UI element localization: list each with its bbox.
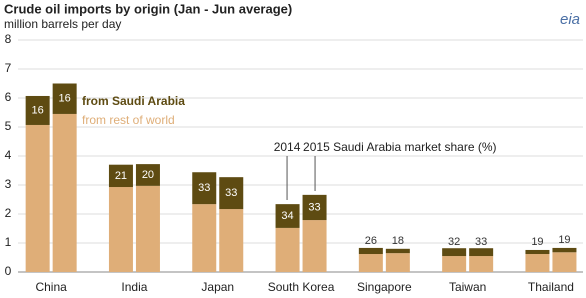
- x-tick-label: Japan: [201, 280, 234, 294]
- y-tick-label: 8: [5, 32, 12, 46]
- bar-segment: [358, 247, 383, 255]
- bar-segment: [525, 254, 550, 272]
- x-tick-label: China: [35, 280, 67, 294]
- legend-entry: from rest of world: [82, 113, 175, 127]
- bar-segment: [52, 83, 77, 114]
- bar-segment: [192, 204, 217, 272]
- bar-segment: [192, 172, 217, 205]
- annotation: 2015 Saudi Arabia market share (%): [303, 140, 496, 154]
- x-tick-label: Thailand: [528, 280, 574, 294]
- y-tick-label: 7: [5, 61, 12, 75]
- y-tick-label: 0: [5, 264, 12, 278]
- y-tick-label: 5: [5, 119, 12, 133]
- bar-segment: [219, 209, 244, 272]
- share-label: 33: [198, 182, 210, 194]
- share-label: 19: [558, 234, 570, 246]
- chart-subtitle: million barrels per day: [4, 17, 121, 31]
- bar-segment: [25, 95, 50, 125]
- bar-segment: [469, 248, 494, 257]
- bar-segment: [108, 164, 133, 188]
- bar-segment: [302, 194, 327, 221]
- logo: eia: [560, 11, 580, 28]
- x-tick-label: India: [121, 280, 147, 294]
- share-label: 32: [448, 236, 460, 248]
- x-tick-label: South Korea: [268, 280, 335, 294]
- share-label: 26: [365, 235, 377, 247]
- legend-entry: from Saudi Arabia: [82, 94, 185, 108]
- share-label: 34: [281, 210, 293, 222]
- bar-segment: [385, 248, 410, 254]
- bar-segment: [442, 248, 467, 257]
- bar-segment: [552, 252, 577, 272]
- share-label: 16: [59, 93, 71, 105]
- bar-segment: [135, 185, 160, 272]
- bar-segment: [302, 220, 327, 272]
- annotation: 2014: [274, 140, 301, 154]
- x-tick-label: Taiwan: [449, 280, 486, 294]
- share-label: 19: [531, 236, 543, 248]
- bar-segment: [219, 177, 244, 210]
- bar-segment: [25, 124, 50, 272]
- y-tick-label: 1: [5, 235, 12, 249]
- share-label: 18: [392, 235, 404, 247]
- bar-segment: [108, 187, 133, 272]
- share-label: 33: [308, 201, 320, 213]
- y-tick-label: 3: [5, 177, 12, 191]
- bar-segment: [525, 249, 550, 255]
- y-tick-label: 2: [5, 206, 12, 220]
- bar-segment: [52, 113, 77, 272]
- bar-segment: [442, 256, 467, 272]
- share-label: 33: [225, 187, 237, 199]
- share-label: 21: [115, 170, 127, 182]
- y-tick-label: 6: [5, 90, 12, 104]
- bar-segment: [552, 247, 577, 253]
- share-label: 33: [475, 236, 487, 248]
- share-label: 16: [32, 104, 44, 116]
- bar-segment: [275, 227, 300, 272]
- y-tick-label: 4: [5, 148, 12, 162]
- chart-title: Crude oil imports by origin (Jan - Jun a…: [4, 1, 292, 16]
- bar-segment: [358, 254, 383, 272]
- bar-segment: [469, 256, 494, 272]
- bar-segment: [385, 253, 410, 272]
- bar-segment: [275, 204, 300, 228]
- bar-segment: [135, 164, 160, 186]
- x-tick-label: Singapore: [357, 280, 412, 294]
- share-label: 20: [142, 169, 154, 181]
